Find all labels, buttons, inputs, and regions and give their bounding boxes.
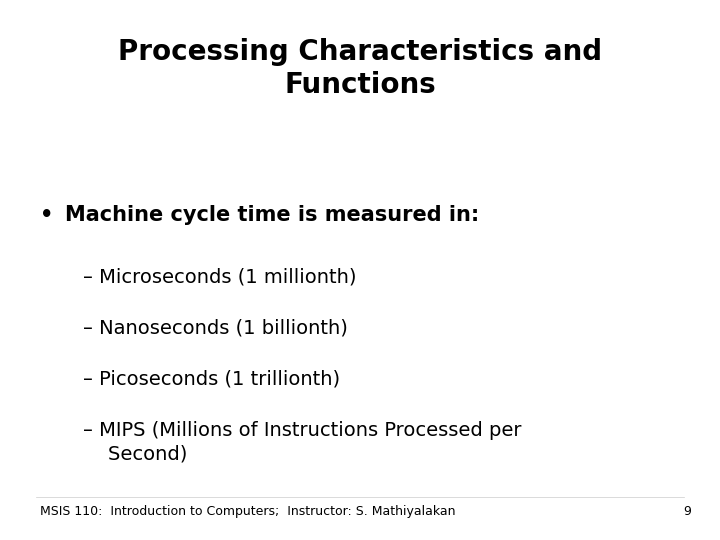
Text: – Microseconds (1 millionth): – Microseconds (1 millionth) [83,267,356,286]
Text: – Nanoseconds (1 billionth): – Nanoseconds (1 billionth) [83,319,348,338]
Text: Machine cycle time is measured in:: Machine cycle time is measured in: [65,205,479,225]
Text: – Picoseconds (1 trillionth): – Picoseconds (1 trillionth) [83,370,340,389]
Text: •: • [40,205,53,225]
Text: 9: 9 [683,505,691,518]
Text: Processing Characteristics and
Functions: Processing Characteristics and Functions [118,38,602,99]
Text: – MIPS (Millions of Instructions Processed per
    Second): – MIPS (Millions of Instructions Process… [83,421,521,464]
Text: MSIS 110:  Introduction to Computers;  Instructor: S. Mathiyalakan: MSIS 110: Introduction to Computers; Ins… [40,505,455,518]
